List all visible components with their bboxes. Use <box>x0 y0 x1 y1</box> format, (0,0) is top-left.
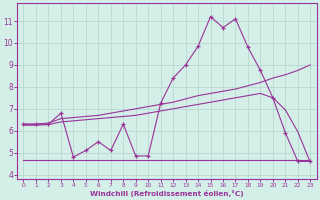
X-axis label: Windchill (Refroidissement éolien,°C): Windchill (Refroidissement éolien,°C) <box>90 190 244 197</box>
